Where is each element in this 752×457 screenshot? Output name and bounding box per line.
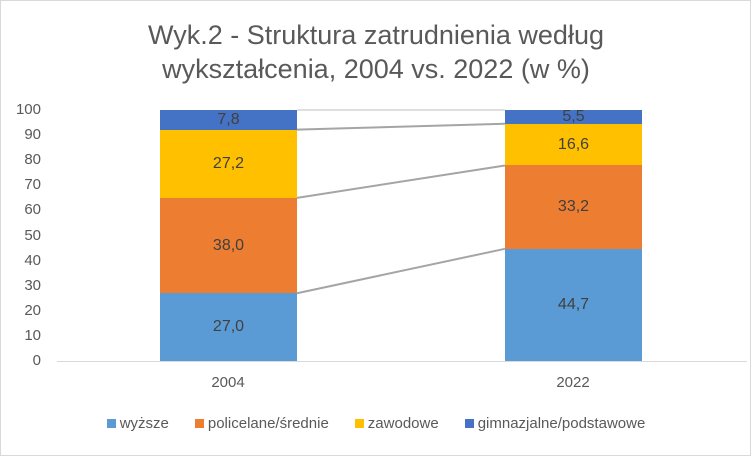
data-label: 38,0 xyxy=(212,236,245,254)
series-line xyxy=(296,122,506,131)
legend-item[interactable]: policelane/średnie xyxy=(194,415,329,432)
legend-swatch-icon xyxy=(464,419,474,428)
data-label: 44,7 xyxy=(557,295,590,313)
x-tick-label: 2004 xyxy=(211,374,245,391)
legend: wyższe policelane/średnie zawodowe gimnazja… xyxy=(0,415,752,432)
y-tick-label: 70 xyxy=(24,176,41,194)
y-tick-label: 0 xyxy=(32,352,41,369)
data-label: 27,0 xyxy=(212,318,245,336)
legend-swatch-icon xyxy=(194,419,204,428)
legend-swatch-icon xyxy=(354,419,364,428)
y-tick-label: 20 xyxy=(24,301,41,319)
chart-title-line-2: wykształcenia, 2004 vs. 2022 (w %) xyxy=(162,54,590,84)
x-axis-line xyxy=(57,361,747,362)
chart-title: Wyk.2 - Struktura zatrudnienia według wy… xyxy=(0,18,752,86)
bar-segment[interactable]: 44,7 xyxy=(505,248,642,361)
y-tick-label: 40 xyxy=(24,251,41,269)
bar-segment[interactable]: 5,5 xyxy=(505,107,642,125)
bar-segment[interactable]: 16,6 xyxy=(505,123,642,166)
series-line xyxy=(296,247,506,295)
data-label: 5,5 xyxy=(562,107,585,125)
y-tick-label: 30 xyxy=(24,276,41,294)
series-line xyxy=(296,164,506,199)
legend-item[interactable]: wyższe xyxy=(106,415,169,432)
y-tick-label: 80 xyxy=(24,151,41,169)
legend-label: wyższe xyxy=(119,415,169,432)
y-tick-label: 50 xyxy=(24,226,41,244)
legend-label: policelane/średnie xyxy=(207,415,329,432)
bar-segment[interactable]: 27,2 xyxy=(160,129,297,198)
chart-title-line-1: Wyk.2 - Struktura zatrudnienia według xyxy=(148,20,604,50)
bar-segment[interactable]: 27,0 xyxy=(160,293,297,361)
y-tick-label: 90 xyxy=(24,126,41,144)
y-tick-label: 100 xyxy=(15,101,41,118)
bar-segment[interactable]: 7,8 xyxy=(160,110,297,130)
data-label: 16,6 xyxy=(557,135,590,153)
y-tick-label: 60 xyxy=(24,201,41,219)
y-tick-label: 10 xyxy=(24,326,41,344)
data-label: 33,2 xyxy=(557,198,590,216)
legend-label: gimnazjalne/podstawowe xyxy=(477,415,646,432)
legend-label: zawodowe xyxy=(367,415,439,432)
legend-item[interactable]: gimnazjalne/podstawowe xyxy=(464,415,646,432)
legend-swatch-icon xyxy=(106,419,116,428)
legend-item[interactable]: zawodowe xyxy=(354,415,439,432)
data-label: 7,8 xyxy=(217,110,240,128)
x-tick-label: 2022 xyxy=(556,374,590,391)
bar-segment[interactable]: 38,0 xyxy=(160,197,297,294)
bar-segment[interactable]: 33,2 xyxy=(505,165,642,249)
data-label: 27,2 xyxy=(212,154,245,172)
